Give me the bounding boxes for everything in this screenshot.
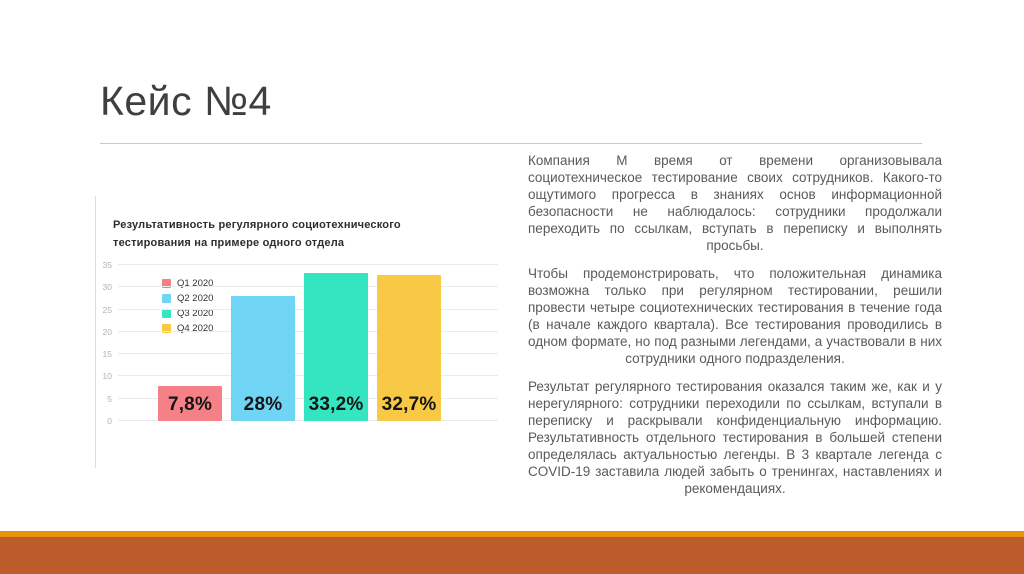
chart-card: Результативность регулярного социотехнич… xyxy=(95,196,505,468)
case-description: Компания М время от времени организовыва… xyxy=(528,152,942,508)
paragraph-2: Чтобы продемонстрировать, что положитель… xyxy=(528,266,942,366)
legend-item: Q4 2020 xyxy=(162,321,213,336)
y-tick-label: 15 xyxy=(102,349,112,360)
legend-label: Q2 2020 xyxy=(177,293,214,304)
y-tick-label: 25 xyxy=(102,304,112,315)
legend-label: Q1 2020 xyxy=(177,278,214,289)
footer-accent-bands xyxy=(0,531,1024,574)
y-tick-label: 0 xyxy=(107,416,112,426)
accent-band xyxy=(0,537,1024,574)
legend-swatch xyxy=(162,324,171,333)
title-divider xyxy=(100,143,922,144)
legend-swatch xyxy=(162,279,171,288)
y-tick-label: 35 xyxy=(102,260,112,270)
bar-q4-2020: 32,7% xyxy=(377,275,441,421)
bar-q1-2020: 7,8% xyxy=(158,386,222,421)
legend-swatch xyxy=(162,294,171,303)
chart-title: Результативность регулярного социотехнич… xyxy=(113,219,401,249)
paragraph-1: Компания М время от времени организовыва… xyxy=(528,153,942,253)
chart-plot: Q1 2020 Q2 2020 Q3 2020 Q4 2020 0 5 10 15 20 25 3… xyxy=(103,260,498,426)
bar-value-label: 33,2% xyxy=(308,394,364,415)
legend-label: Q3 2020 xyxy=(177,308,214,319)
bar-value-label: 7,8% xyxy=(167,394,213,415)
legend-item: Q2 2020 xyxy=(162,291,213,306)
legend-item: Q3 2020 xyxy=(162,306,213,321)
gridline xyxy=(118,264,498,265)
bar-q3-2020: 33,2% xyxy=(304,273,368,421)
slide-title: Кейс №4 xyxy=(100,78,272,124)
accent-strip xyxy=(0,531,1024,537)
chart-legend: Q1 2020 Q2 2020 Q3 2020 Q4 2020 xyxy=(162,276,213,336)
y-tick-label: 10 xyxy=(102,371,112,382)
bar-value-label: 32,7% xyxy=(381,394,437,415)
bar-value-label: 28% xyxy=(243,394,283,415)
bar-q2-2020: 28% xyxy=(231,296,295,421)
y-tick-label: 30 xyxy=(102,282,112,293)
legend-label: Q4 2020 xyxy=(177,323,214,334)
legend-swatch xyxy=(162,309,171,318)
legend-item: Q1 2020 xyxy=(162,276,213,291)
y-tick-label: 20 xyxy=(102,326,112,337)
paragraph-3: Результат регулярного тестирования оказа… xyxy=(528,379,942,496)
y-tick-label: 5 xyxy=(107,393,112,404)
